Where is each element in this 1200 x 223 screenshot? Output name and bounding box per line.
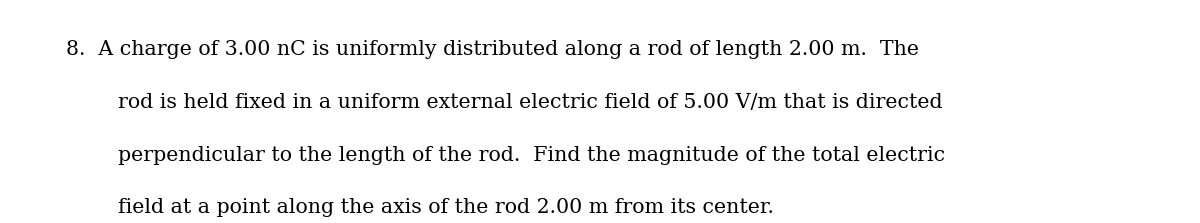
- Text: field at a point along the axis of the rod 2.00 m from its center.: field at a point along the axis of the r…: [118, 198, 774, 217]
- Text: perpendicular to the length of the rod.  Find the magnitude of the total electri: perpendicular to the length of the rod. …: [118, 146, 944, 165]
- Text: rod is held fixed in a uniform external electric field of 5.00 V/m that is direc: rod is held fixed in a uniform external …: [118, 93, 942, 112]
- Text: 8.  A charge of 3.00 nC is uniformly distributed along a rod of length 2.00 m.  : 8. A charge of 3.00 nC is uniformly dist…: [66, 40, 919, 59]
